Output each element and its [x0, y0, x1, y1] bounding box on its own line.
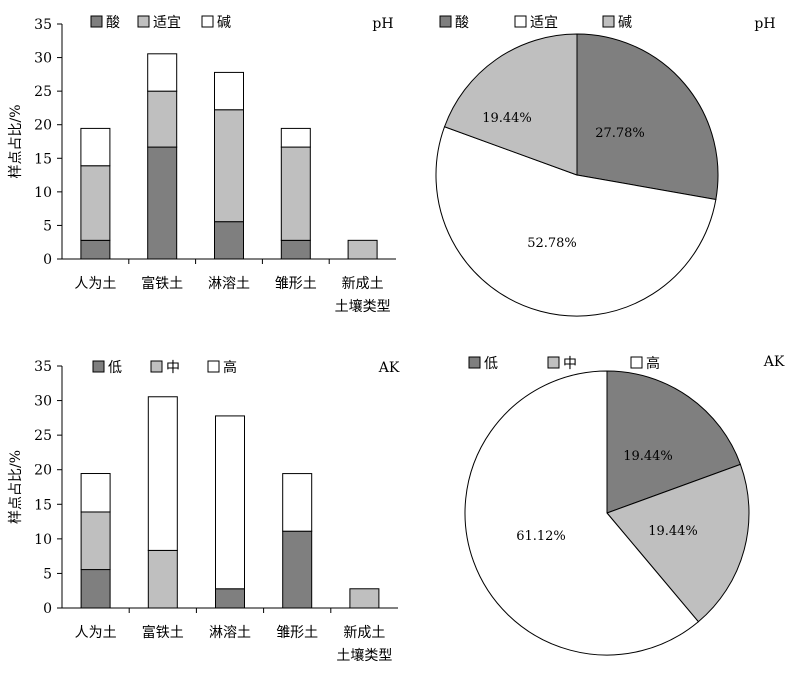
y-tick-label: 20 — [34, 118, 52, 134]
panel-label: AK — [378, 360, 400, 376]
bar-segment-低 — [216, 589, 245, 608]
bar-chart-ph — [57, 16, 396, 264]
legend-label: 酸 — [455, 15, 469, 31]
y-tick-label: 0 — [43, 252, 52, 268]
bar-segment-适宜 — [215, 110, 244, 222]
pie-chart-ph — [436, 16, 718, 316]
y-axis-title: 样点占比/% — [8, 104, 24, 178]
bar-segment-低 — [81, 570, 110, 608]
y-tick-label: 20 — [34, 463, 52, 479]
x-tick-label: 人为土 — [75, 625, 117, 641]
x-tick-label: 人为土 — [74, 276, 116, 292]
legend-swatch-低 — [93, 361, 104, 372]
legend-swatch-中 — [548, 357, 559, 368]
y-tick-label: 30 — [34, 51, 52, 67]
y-tick-label: 10 — [34, 185, 52, 201]
legend-label: 碱 — [217, 15, 231, 31]
legend-label: 适宜 — [530, 15, 558, 31]
x-axis-title: 土壤类型 — [335, 298, 391, 315]
x-tick-label: 淋溶土 — [209, 625, 251, 641]
legend-label: 低 — [484, 356, 498, 372]
bar-segment-酸 — [215, 222, 244, 259]
panel-label: pH — [754, 16, 775, 32]
bar-segment-碱 — [281, 128, 310, 147]
x-tick-label: 富铁土 — [141, 275, 183, 292]
legend-label: 高 — [223, 359, 237, 376]
legend-label: 碱 — [618, 15, 632, 31]
legend-swatch-碱 — [603, 16, 614, 27]
bar-segment-酸 — [148, 147, 177, 259]
legend-swatch-碱 — [202, 16, 213, 27]
bar-segment-低 — [283, 531, 312, 608]
legend-swatch-高 — [208, 361, 219, 372]
y-tick-label: 25 — [34, 84, 52, 100]
bar-segment-适宜 — [348, 240, 377, 259]
y-tick-label: 5 — [43, 218, 52, 234]
bar-segment-高 — [216, 416, 245, 589]
bar-segment-适宜 — [281, 147, 310, 240]
legend-label: 中 — [563, 356, 577, 372]
y-tick-label: 25 — [34, 428, 52, 444]
bar-segment-中 — [81, 512, 110, 570]
legend-label: 高 — [646, 355, 660, 372]
legend-swatch-适宜 — [138, 16, 149, 27]
pie-slice-label: 19.44% — [623, 449, 673, 464]
y-tick-label: 5 — [43, 566, 52, 582]
x-tick-label: 新成土 — [343, 625, 385, 641]
legend-swatch-低 — [469, 357, 480, 368]
y-tick-label: 30 — [34, 394, 52, 410]
legend-label: 适宜 — [153, 15, 181, 31]
y-tick-label: 10 — [34, 532, 52, 548]
pie-slice-酸 — [577, 34, 718, 200]
pie-slice-label: 19.44% — [482, 111, 532, 126]
y-tick-label: 0 — [43, 601, 52, 617]
bar-segment-碱 — [148, 54, 177, 91]
legend-swatch-酸 — [440, 16, 451, 27]
pie-slice-label: 61.12% — [516, 529, 566, 544]
legend-swatch-中 — [151, 361, 162, 372]
x-axis-title: 土壤类型 — [336, 647, 392, 664]
bar-segment-高 — [283, 474, 312, 532]
bar-segment-适宜 — [81, 166, 110, 241]
bar-chart-ak — [57, 361, 398, 613]
x-tick-label: 富铁土 — [142, 624, 184, 641]
x-tick-label: 雏形土 — [276, 625, 318, 641]
legend-label: 酸 — [106, 15, 120, 31]
bar-segment-碱 — [215, 72, 244, 109]
bar-segment-适宜 — [148, 91, 177, 147]
bar-segment-酸 — [81, 240, 110, 259]
y-tick-label: 15 — [34, 497, 52, 513]
legend-swatch-高 — [631, 357, 642, 368]
bar-segment-碱 — [81, 128, 110, 165]
pie-slice-label: 52.78% — [527, 236, 577, 251]
panel-label: AK — [763, 354, 785, 370]
legend-label: 低 — [108, 360, 122, 376]
y-tick-label: 35 — [34, 17, 52, 33]
pie-slice-label: 19.44% — [648, 524, 698, 539]
y-tick-label: 35 — [34, 359, 52, 375]
bar-segment-中 — [148, 550, 177, 608]
legend-swatch-适宜 — [515, 16, 526, 27]
bar-segment-酸 — [281, 240, 310, 259]
panel-label: pH — [372, 16, 393, 32]
legend-label: 中 — [166, 360, 180, 376]
bar-segment-高 — [148, 397, 177, 551]
x-tick-label: 淋溶土 — [208, 276, 250, 292]
legend-swatch-酸 — [91, 16, 102, 27]
pie-chart-ak — [465, 357, 749, 655]
pie-slice-label: 27.78% — [595, 126, 645, 141]
x-tick-label: 新成土 — [342, 276, 384, 292]
bar-segment-高 — [81, 474, 110, 512]
y-tick-label: 15 — [34, 151, 52, 167]
y-axis-title: 样点占比/% — [8, 450, 24, 524]
bar-segment-中 — [350, 589, 379, 608]
x-tick-label: 雏形土 — [275, 276, 317, 292]
